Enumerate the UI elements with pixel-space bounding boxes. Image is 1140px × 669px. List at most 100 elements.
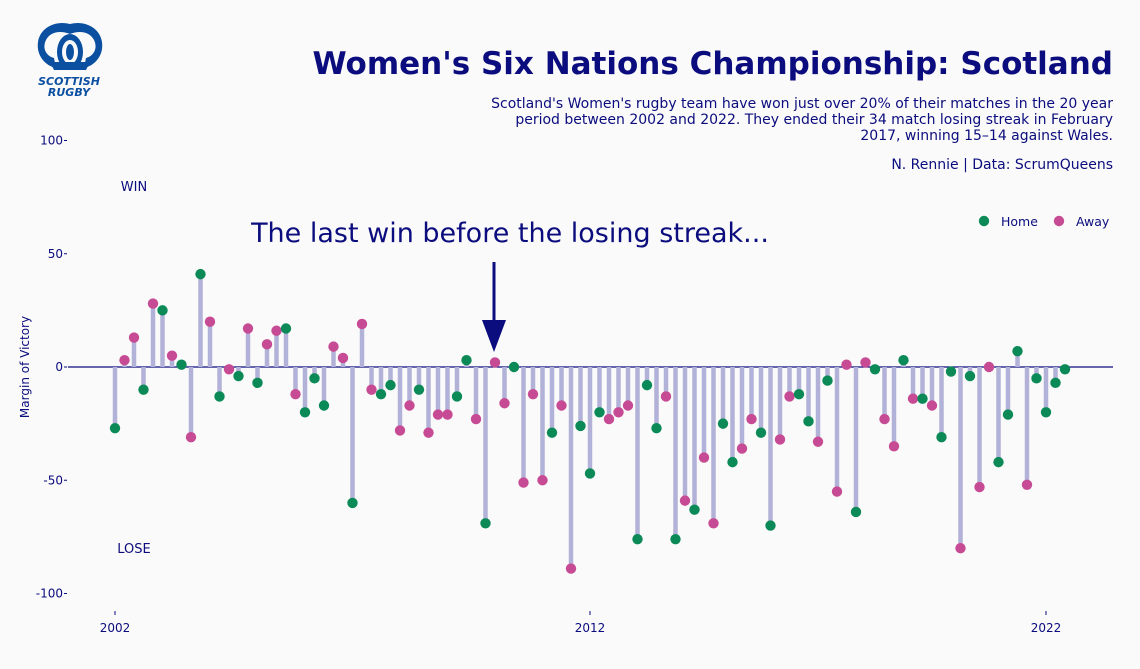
data-point bbox=[822, 375, 833, 386]
data-point bbox=[242, 323, 254, 334]
data-point bbox=[670, 533, 681, 545]
data-point bbox=[537, 475, 548, 486]
chart-title: Women's Six Nations Championship: Scotla… bbox=[312, 46, 1113, 82]
data-point bbox=[727, 456, 738, 468]
data-point bbox=[290, 388, 301, 400]
data-point bbox=[223, 364, 235, 375]
legend-marker bbox=[1053, 215, 1065, 227]
data-point bbox=[784, 391, 795, 402]
data-point bbox=[974, 481, 985, 493]
data-point bbox=[831, 486, 843, 497]
data-point bbox=[660, 391, 672, 402]
data-point bbox=[1012, 345, 1023, 357]
data-point bbox=[632, 533, 643, 545]
points bbox=[109, 268, 1071, 574]
data-point bbox=[594, 407, 605, 418]
data-point bbox=[195, 268, 206, 280]
data-point bbox=[575, 420, 586, 432]
stems bbox=[112, 274, 1068, 569]
y-tick-label: -50 bbox=[43, 473, 63, 487]
data-point bbox=[841, 359, 852, 370]
data-point bbox=[869, 364, 881, 375]
data-point bbox=[584, 468, 596, 479]
data-point bbox=[138, 384, 149, 395]
data-point bbox=[936, 432, 947, 443]
data-point bbox=[926, 400, 938, 411]
legend-label: Away bbox=[1076, 214, 1110, 229]
data-point bbox=[888, 441, 900, 452]
data-point bbox=[337, 352, 349, 364]
data-point bbox=[774, 434, 786, 445]
data-point bbox=[499, 398, 510, 409]
data-point bbox=[736, 443, 748, 454]
data-point bbox=[518, 477, 529, 488]
data-point bbox=[803, 416, 814, 427]
data-point bbox=[812, 436, 824, 447]
data-point bbox=[252, 377, 263, 389]
data-point bbox=[451, 391, 463, 402]
data-point bbox=[413, 384, 425, 395]
annotation-text: The last win before the losing streak... bbox=[250, 218, 769, 249]
data-point bbox=[128, 332, 140, 343]
x-tick-label: 2002 bbox=[100, 621, 131, 635]
y-tick-label: 50 bbox=[48, 247, 63, 261]
arrow-head bbox=[482, 320, 506, 352]
data-point bbox=[423, 427, 434, 438]
data-point bbox=[233, 370, 244, 382]
data-point bbox=[204, 316, 216, 327]
data-point bbox=[375, 388, 387, 400]
data-point bbox=[622, 400, 634, 411]
data-point bbox=[318, 400, 330, 411]
data-point bbox=[356, 318, 368, 330]
data-point bbox=[556, 400, 567, 411]
data-point bbox=[917, 393, 928, 404]
data-point bbox=[879, 413, 890, 425]
data-point bbox=[309, 373, 320, 384]
x-tick-label: 2022 bbox=[1031, 621, 1062, 635]
data-point bbox=[1031, 373, 1042, 384]
scottish-rugby-thistle-logo bbox=[37, 22, 103, 70]
data-point bbox=[993, 456, 1004, 468]
data-point bbox=[385, 379, 396, 391]
y-tick-label: 100 bbox=[40, 134, 63, 148]
data-point bbox=[299, 407, 311, 418]
data-point bbox=[176, 359, 187, 370]
legend-label: Home bbox=[1001, 214, 1038, 229]
y-axis: 100 50 0 -50 -100 bbox=[36, 134, 67, 601]
x-tick-label: 2012 bbox=[575, 621, 606, 635]
data-point bbox=[527, 388, 539, 400]
data-point bbox=[955, 543, 966, 554]
win-zone-label: WIN bbox=[121, 180, 147, 195]
data-point bbox=[1021, 479, 1033, 490]
data-point bbox=[641, 379, 653, 391]
data-point bbox=[651, 422, 662, 434]
data-point bbox=[546, 427, 558, 438]
data-point bbox=[717, 418, 729, 429]
data-point bbox=[404, 400, 415, 411]
data-point bbox=[907, 393, 919, 404]
data-point bbox=[271, 325, 282, 336]
chart-caption: N. Rennie | Data: ScrumQueens bbox=[891, 157, 1113, 173]
data-point bbox=[765, 520, 776, 531]
data-point bbox=[347, 497, 358, 509]
data-point bbox=[185, 432, 197, 443]
data-point bbox=[157, 305, 168, 316]
legend-marker bbox=[978, 215, 990, 227]
chart-subtitle: Scotland's Women's rugby team have won j… bbox=[491, 96, 1113, 144]
data-point bbox=[698, 452, 710, 463]
data-point bbox=[793, 388, 805, 400]
data-point bbox=[755, 427, 767, 438]
data-point bbox=[983, 361, 995, 373]
logo-line2: RUGBY bbox=[47, 86, 91, 99]
data-point bbox=[109, 422, 121, 434]
logo-text: SCOTTISH RUGBY bbox=[30, 76, 108, 98]
data-point bbox=[898, 355, 909, 366]
data-point bbox=[470, 413, 482, 425]
data-point bbox=[689, 504, 700, 515]
data-point bbox=[603, 413, 615, 425]
data-point bbox=[679, 495, 691, 506]
data-point bbox=[166, 350, 178, 361]
y-tick-label: 0 bbox=[55, 360, 63, 374]
data-point bbox=[860, 357, 871, 368]
